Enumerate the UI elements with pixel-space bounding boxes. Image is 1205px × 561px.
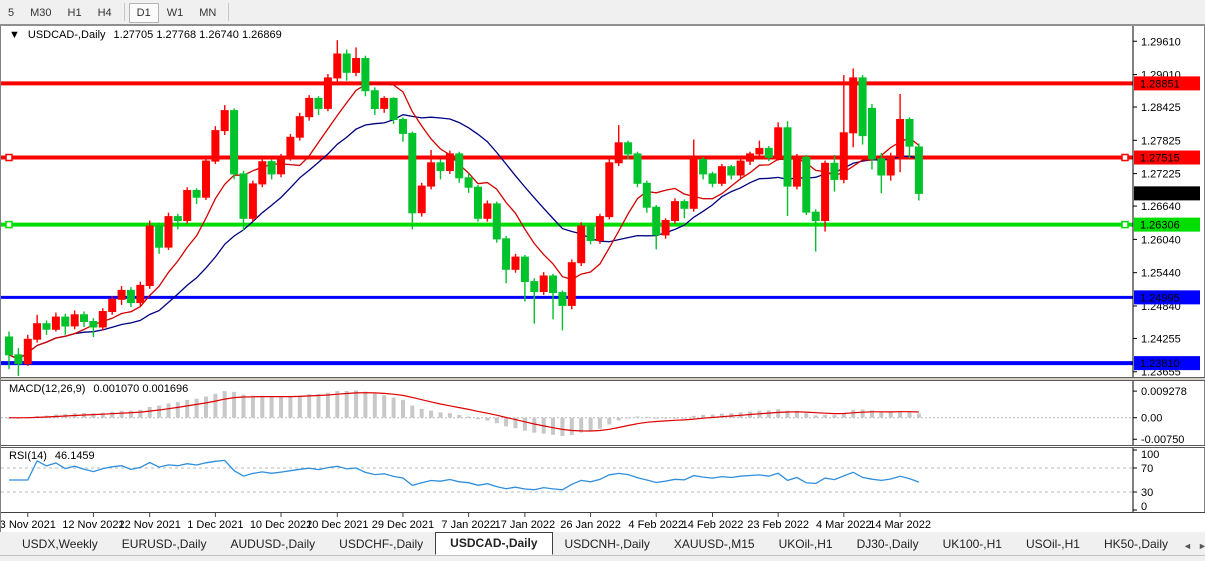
- svg-text:1.26640: 1.26640: [1141, 201, 1181, 213]
- chart-tab-bar: USDX,Weekly EURUSD-,Daily AUDUSD-,Daily …: [0, 532, 1205, 561]
- date-axis[interactable]: 3 Nov 2021 12 Nov 2021 22 Nov 2021 1 Dec 20…: [1, 512, 1205, 532]
- panel-divider[interactable]: [1, 377, 1205, 381]
- tab-scroll-left-icon[interactable]: ◄: [1183, 541, 1192, 551]
- svg-text:14 Mar 2022: 14 Mar 2022: [869, 519, 931, 531]
- svg-text:29 Dec 2021: 29 Dec 2021: [372, 519, 434, 531]
- svg-text:1.26040: 1.26040: [1141, 234, 1181, 246]
- tab-audusd-daily[interactable]: AUDUSD-,Daily: [230, 537, 316, 551]
- svg-text:23 Feb 2022: 23 Feb 2022: [747, 519, 809, 531]
- svg-text:3 Nov 2021: 3 Nov 2021: [1, 519, 56, 531]
- svg-text:-0.00750: -0.00750: [1141, 434, 1184, 445]
- svg-text:0.00: 0.00: [1141, 413, 1162, 425]
- tab-usdchf-daily[interactable]: USDCHF-,Daily: [339, 537, 424, 551]
- svg-text:1.24255: 1.24255: [1141, 333, 1181, 345]
- window-bottom-strip: [0, 555, 1205, 561]
- timeframe-button-m30[interactable]: M30: [30, 6, 52, 19]
- toolbar-divider: [228, 3, 230, 21]
- chart-collapse-icon[interactable]: ▼: [9, 29, 20, 41]
- chart-title: ▼ USDCAD-,Daily 1.27705 1.27768 1.26740 1.…: [9, 29, 282, 41]
- rsi-indicator-panel[interactable]: RSI(14) 46.1459 100 70 30 0: [1, 448, 1205, 512]
- tab-xauusd-m15[interactable]: XAUUSD-,M15: [673, 537, 755, 551]
- svg-text:20 Dec 2021: 20 Dec 2021: [306, 519, 368, 531]
- svg-text:100: 100: [1141, 449, 1159, 461]
- svg-text:1.24995: 1.24995: [1140, 292, 1180, 304]
- tab-uk100-h1[interactable]: UK100-,H1: [942, 537, 1002, 551]
- rsi-title: RSI(14): [9, 450, 47, 462]
- tab-usdcad-daily[interactable]: USDCAD-,Daily: [435, 532, 553, 555]
- tab-usdcnh-daily[interactable]: USDCNH-,Daily: [564, 537, 650, 551]
- svg-text:1.28425: 1.28425: [1141, 102, 1181, 114]
- svg-text:1.27515: 1.27515: [1140, 153, 1180, 165]
- svg-text:70: 70: [1141, 463, 1153, 475]
- macd-values: 0.001070 0.001696: [93, 383, 189, 395]
- tab-usoil-h1[interactable]: USOil-,H1: [1025, 537, 1080, 551]
- svg-text:0.009278: 0.009278: [1141, 386, 1187, 398]
- price-chart-panel[interactable]: ▼ USDCAD-,Daily 1.27705 1.27768 1.26740 1.…: [1, 26, 1205, 377]
- timeframe-button-w1[interactable]: W1: [166, 6, 184, 19]
- svg-text:12 Nov 2021: 12 Nov 2021: [62, 519, 124, 531]
- tab-usdx-weekly[interactable]: USDX,Weekly: [22, 537, 98, 551]
- macd-label: MACD(12,26,9) 0.001070 0.001696: [9, 383, 188, 395]
- svg-text:22 Nov 2021: 22 Nov 2021: [119, 519, 181, 531]
- svg-text:1.25440: 1.25440: [1141, 268, 1181, 280]
- svg-text:1.27225: 1.27225: [1141, 169, 1181, 181]
- panel-divider[interactable]: [1, 445, 1205, 448]
- tab-scroll-arrows: ◄ ►: [1180, 541, 1205, 555]
- tab-eurusd-daily[interactable]: EURUSD-,Daily: [121, 537, 207, 551]
- macd-title: MACD(12,26,9): [9, 383, 86, 395]
- svg-text:30: 30: [1141, 487, 1153, 499]
- svg-text:0: 0: [1141, 501, 1147, 512]
- svg-text:1.23810: 1.23810: [1140, 358, 1180, 370]
- svg-text:1.23655: 1.23655: [1141, 367, 1181, 377]
- timeframe-button-h1[interactable]: H1: [67, 6, 82, 19]
- tab-ukoil-h1[interactable]: UKOil-,H1: [778, 537, 833, 551]
- svg-text:1.29610: 1.29610: [1141, 36, 1181, 48]
- timeframe-button-m5[interactable]: 5: [8, 6, 15, 19]
- timeframe-button-d1[interactable]: D1: [128, 2, 159, 23]
- svg-text:1 Dec 2021: 1 Dec 2021: [187, 519, 243, 531]
- tab-scroll-right-icon[interactable]: ►: [1197, 541, 1205, 551]
- chart-ohlc-values: 1.27705 1.27768 1.26740 1.26869: [113, 29, 282, 41]
- svg-text:1.27825: 1.27825: [1141, 135, 1181, 147]
- rsi-value: 46.1459: [54, 450, 95, 462]
- svg-text:14 Feb 2022: 14 Feb 2022: [682, 519, 744, 531]
- svg-text:17 Jan 2022: 17 Jan 2022: [495, 519, 556, 531]
- svg-text:1.28851: 1.28851: [1140, 78, 1180, 90]
- tab-dj30-daily[interactable]: DJ30-,Daily: [856, 537, 919, 551]
- svg-text:4 Mar 2022: 4 Mar 2022: [816, 519, 872, 531]
- svg-text:4 Feb 2022: 4 Feb 2022: [628, 519, 684, 531]
- svg-text:26 Jan 2022: 26 Jan 2022: [560, 519, 621, 531]
- macd-indicator-panel[interactable]: MACD(12,26,9) 0.001070 0.001696 0.009278 0…: [1, 381, 1205, 445]
- rsi-label: RSI(14) 46.1459: [9, 450, 95, 462]
- svg-text:10 Dec 2021: 10 Dec 2021: [250, 519, 312, 531]
- chart-window: ▼ USDCAD-,Daily 1.27705 1.27768 1.26740 1.…: [0, 26, 1205, 532]
- chart-symbol-label: USDCAD-,Daily: [27, 29, 106, 41]
- svg-text:7 Jan 2022: 7 Jan 2022: [441, 519, 495, 531]
- timeframe-toolbar: 5 M30 H1 H4 D1 W1 MN: [0, 0, 1205, 26]
- timeframe-button-h4[interactable]: H4: [97, 6, 112, 19]
- svg-text:1.26869: 1.26869: [1140, 188, 1180, 200]
- toolbar-divider: [123, 3, 125, 21]
- svg-text:1.26306: 1.26306: [1140, 220, 1180, 232]
- tab-hk50-daily[interactable]: HK50-,Daily: [1103, 537, 1169, 551]
- timeframe-button-mn[interactable]: MN: [199, 6, 217, 19]
